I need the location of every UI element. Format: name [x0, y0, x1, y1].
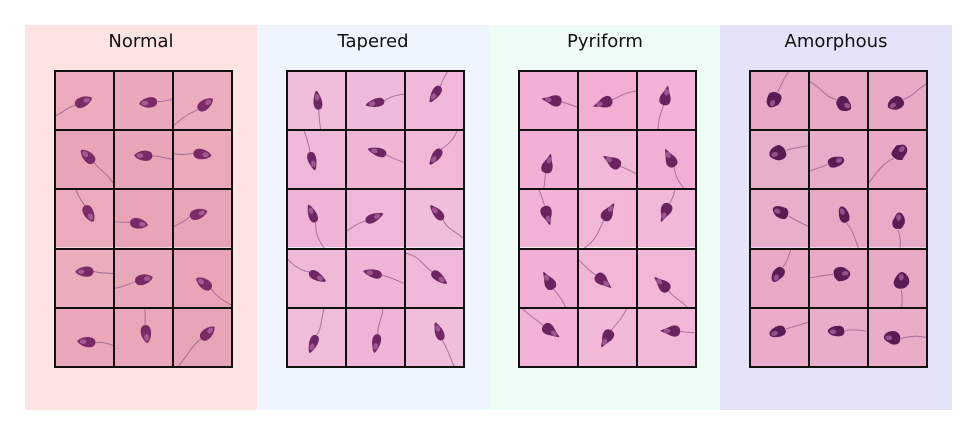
sperm-image-tapered-5: [346, 130, 405, 190]
panel-amorphous: Amorphous: [720, 25, 952, 410]
sperm-image-amorphous-5: [809, 130, 868, 190]
sperm-image-tapered-7: [287, 189, 346, 249]
sperm-image-pyriform-5: [578, 130, 637, 190]
sperm-image-amorphous-10: [750, 248, 809, 308]
sperm-image-normal-9: [173, 189, 232, 249]
sperm-image-normal-6: [173, 130, 232, 190]
sperm-image-tapered-15: [405, 307, 464, 367]
sperm-image-tapered-8: [346, 189, 405, 249]
sperm-image-normal-15: [173, 307, 232, 367]
panel-title-amorphous: Amorphous: [784, 31, 888, 52]
sperm-image-tapered-9: [405, 189, 464, 249]
sperm-image-normal-3: [173, 71, 232, 131]
sperm-image-normal-8: [114, 189, 173, 249]
panel-normal: Normal: [25, 25, 257, 410]
sperm-image-normal-13: [55, 307, 114, 367]
sperm-image-pyriform-14: [578, 307, 637, 367]
sperm-image-amorphous-15: [868, 307, 927, 367]
sperm-image-amorphous-6: [868, 130, 927, 190]
sperm-image-amorphous-9: [868, 189, 927, 249]
image-grid-normal: [54, 70, 233, 368]
sperm-image-tapered-6: [405, 130, 464, 190]
sperm-image-pyriform-4: [519, 130, 578, 190]
panel-title-pyriform: Pyriform: [567, 31, 643, 52]
sperm-image-amorphous-12: [868, 248, 927, 308]
sperm-image-normal-4: [55, 130, 114, 190]
sperm-image-normal-2: [114, 71, 173, 131]
sperm-image-tapered-11: [346, 248, 405, 308]
sperm-image-tapered-13: [287, 307, 346, 367]
sperm-image-tapered-14: [346, 307, 405, 367]
sperm-image-amorphous-2: [809, 71, 868, 131]
sperm-image-amorphous-7: [750, 189, 809, 249]
sperm-image-amorphous-11: [809, 248, 868, 308]
sperm-image-normal-11: [114, 248, 173, 308]
sperm-image-tapered-12: [405, 248, 464, 308]
panel-tapered: Tapered: [257, 25, 489, 410]
panel-pyriform: Pyriform: [489, 25, 721, 410]
sperm-image-normal-14: [114, 307, 173, 367]
sperm-image-tapered-3: [405, 71, 464, 131]
sperm-image-pyriform-2: [578, 71, 637, 131]
sperm-image-amorphous-13: [750, 307, 809, 367]
sperm-image-pyriform-12: [637, 248, 696, 308]
image-grid-pyriform: [518, 70, 697, 368]
sperm-image-pyriform-8: [578, 189, 637, 249]
sperm-image-tapered-4: [287, 130, 346, 190]
sperm-image-pyriform-6: [637, 130, 696, 190]
sperm-image-amorphous-14: [809, 307, 868, 367]
sperm-image-pyriform-1: [519, 71, 578, 131]
sperm-image-normal-1: [55, 71, 114, 131]
sperm-image-amorphous-4: [750, 130, 809, 190]
panel-title-tapered: Tapered: [337, 31, 409, 52]
sperm-image-amorphous-3: [868, 71, 927, 131]
sperm-image-tapered-2: [346, 71, 405, 131]
sperm-image-normal-10: [55, 248, 114, 308]
sperm-image-pyriform-3: [637, 71, 696, 131]
sperm-image-tapered-10: [287, 248, 346, 308]
image-grid-amorphous: [749, 70, 928, 368]
sperm-image-pyriform-7: [519, 189, 578, 249]
sperm-image-normal-5: [114, 130, 173, 190]
sperm-image-pyriform-10: [519, 248, 578, 308]
sperm-image-amorphous-8: [809, 189, 868, 249]
panel-title-normal: Normal: [108, 31, 174, 52]
sperm-image-amorphous-1: [750, 71, 809, 131]
sperm-image-normal-12: [173, 248, 232, 308]
image-grid-tapered: [286, 70, 465, 368]
sperm-image-pyriform-9: [637, 189, 696, 249]
sperm-image-tapered-1: [287, 71, 346, 131]
sperm-image-pyriform-13: [519, 307, 578, 367]
sperm-image-normal-7: [55, 189, 114, 249]
sperm-image-pyriform-11: [578, 248, 637, 308]
sperm-image-pyriform-15: [637, 307, 696, 367]
